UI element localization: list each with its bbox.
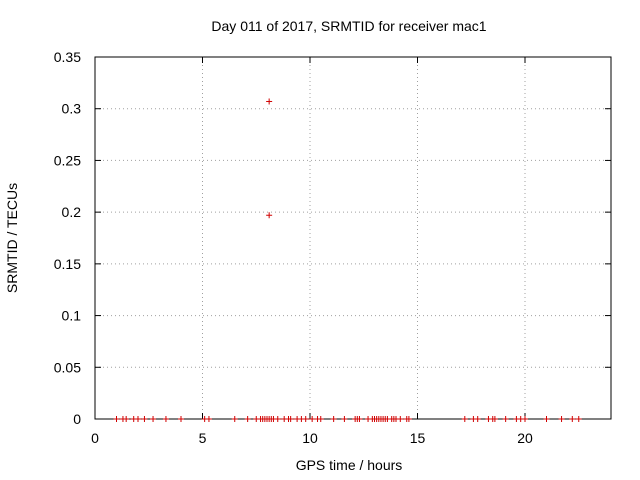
x-tick-label: 20	[517, 430, 533, 446]
data-point	[356, 416, 363, 422]
data-point	[231, 416, 238, 422]
data-point	[287, 416, 294, 422]
y-tick-label: 0.1	[62, 308, 82, 324]
x-axis-ticks: 0 5 10 15 20	[91, 57, 533, 446]
y-tick-label: 0	[73, 411, 81, 427]
data-point	[135, 416, 141, 422]
y-tick-label: 0.3	[62, 101, 82, 117]
data-point	[575, 416, 582, 422]
x-axis-label: GPS time / hours	[296, 457, 403, 473]
y-axis-ticks: 0 0.05 0.1 0.15 0.2 0.25 0.3 0.35	[54, 49, 611, 427]
data-point	[317, 416, 324, 422]
plot-frame	[94, 56, 612, 420]
data-point	[178, 416, 184, 422]
data-point	[150, 416, 157, 422]
data-point	[113, 416, 120, 422]
data-point	[162, 416, 169, 422]
y-tick-label: 0.05	[54, 359, 81, 375]
data-point	[141, 416, 148, 422]
data-point	[502, 416, 509, 422]
grid-lines	[95, 57, 611, 419]
data-point	[491, 416, 498, 422]
data-point	[330, 416, 337, 422]
data-point	[205, 416, 212, 422]
data-point	[302, 416, 309, 422]
x-tick-label: 15	[410, 430, 426, 446]
data-point	[309, 416, 316, 422]
data-point	[543, 416, 550, 422]
data-point	[474, 416, 481, 422]
data-point	[569, 416, 576, 422]
y-tick-label: 0.25	[54, 152, 81, 168]
y-tick-label: 0.35	[54, 49, 81, 65]
data-point	[244, 416, 251, 422]
y-tick-label: 0.15	[54, 256, 81, 272]
x-tick-label: 0	[91, 430, 99, 446]
x-tick-label: 10	[302, 430, 318, 446]
data-point	[266, 98, 273, 105]
data-point	[274, 416, 281, 422]
chart-title: Day 011 of 2017, SRMTID for receiver mac…	[211, 18, 486, 34]
y-axis-label: SRMTID / TECUs	[4, 183, 20, 293]
data-point	[558, 416, 565, 422]
x-tick-label: 5	[199, 430, 207, 446]
data-point	[123, 416, 130, 422]
data-points	[113, 98, 582, 422]
data-point	[341, 416, 348, 422]
data-point	[522, 416, 528, 422]
data-point	[461, 416, 468, 422]
y-tick-label: 0.2	[62, 204, 82, 220]
data-point	[405, 416, 412, 422]
data-point	[397, 416, 404, 422]
data-point	[266, 212, 273, 219]
